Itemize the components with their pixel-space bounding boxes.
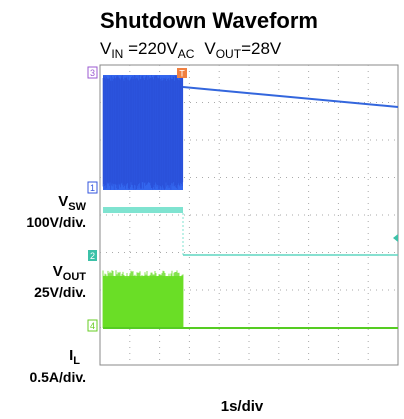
subtitle-part: =28V [241,39,282,58]
subtitle-part: V [204,39,216,58]
label-main: I [69,347,73,364]
subtitle: VIN =220VAC VOUT=28V [100,39,282,61]
level-arrow [393,234,398,242]
trace [102,270,184,328]
grid [100,65,398,365]
trigger-marker: T [179,69,185,79]
subtitle-sub: AC [178,47,195,61]
trace [182,86,399,108]
channel-scale: 0.5A/div. [29,369,86,385]
channel-marker: 4 [90,321,95,331]
subtitle-sub: IN [111,47,123,61]
channel-marker: 2 [90,251,95,261]
timebase: 1s/div [221,398,264,415]
marker-box [87,181,98,194]
label-main: V [53,263,63,280]
label-sub: L [73,355,80,367]
subtitle-sub: OUT [216,47,242,61]
traces [102,75,399,329]
subtitle-part: V [100,39,112,58]
trace-block [103,207,183,213]
channel-label: VOUT [53,263,87,283]
trace [102,75,184,190]
label-sub: OUT [63,271,87,283]
channel-marker: 3 [90,68,95,78]
channel-label: IL [69,347,80,367]
subtitle-part: =220V [123,39,178,58]
marker-box [88,250,97,261]
marker-box [87,66,98,79]
channel-scale: 100V/div. [26,214,86,230]
channel-marker: 1 [90,183,95,193]
channel-scale: 25V/div. [34,284,86,300]
trigger-box [177,68,187,78]
title: Shutdown Waveform [100,8,318,33]
marker-box [87,319,98,332]
channel-label: VSW [58,193,86,213]
label-main: V [58,193,68,210]
label-sub: SW [68,201,86,213]
